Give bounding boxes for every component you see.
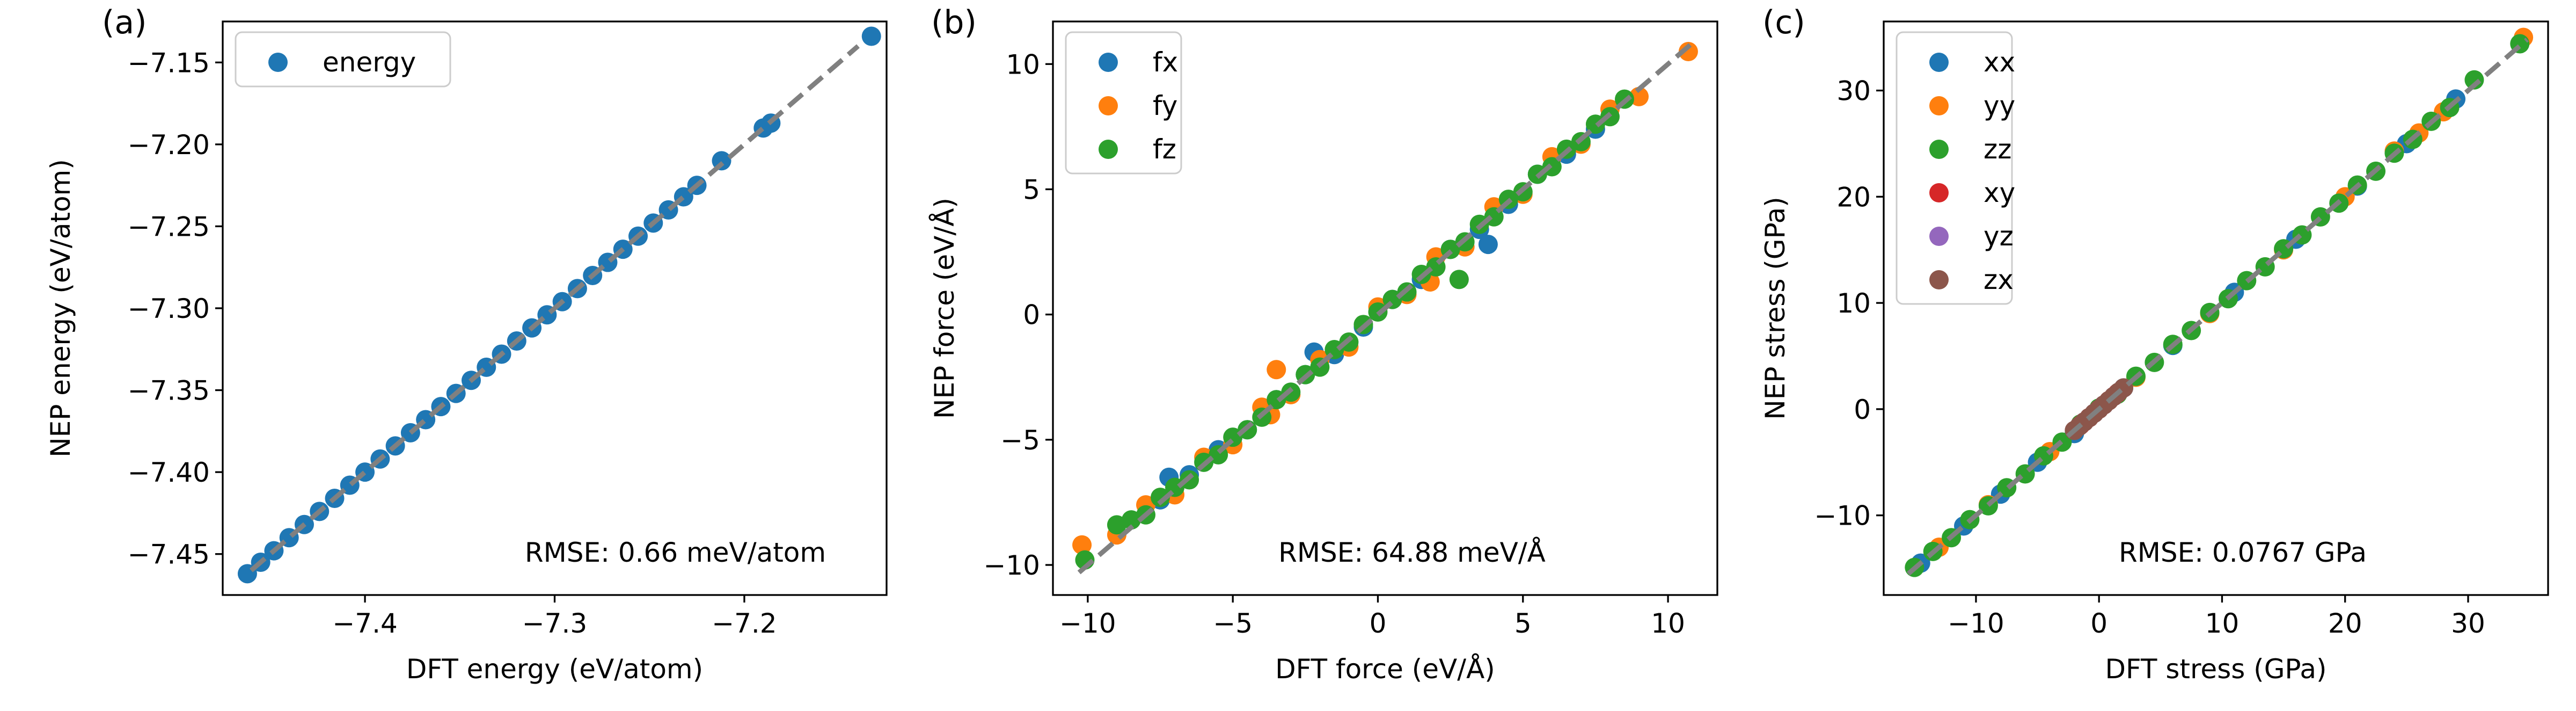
x-tick-label: 20 <box>2328 608 2362 639</box>
rmse-annotation: RMSE: 64.88 meV/Å <box>1278 537 1546 568</box>
panel-c: −10 0 10 20 30 −10 0 10 20 30 DFT stress (GPa) NEP … <box>1760 4 2549 685</box>
legend-label: fz <box>1153 134 1176 165</box>
legend-marker-fz <box>1099 140 1118 159</box>
y-tick-label: 10 <box>1836 288 1871 319</box>
legend: xx yy zz xy yz zx <box>1896 31 2015 305</box>
data-point-fz <box>1449 270 1469 289</box>
data-point-zz <box>2464 70 2484 90</box>
x-tick-label: 5 <box>1514 608 1532 639</box>
plot-area <box>237 26 881 584</box>
y-axis-label: NEP energy (eV/atom) <box>45 159 76 458</box>
panel-label: (b) <box>931 4 977 41</box>
plot-area <box>1072 41 1698 575</box>
x-axis-label: DFT stress (GPa) <box>2105 654 2327 685</box>
data-point-fz <box>1151 488 1170 507</box>
x-tick-label: −10 <box>1948 608 2004 639</box>
axes-frame <box>1052 20 1718 596</box>
x-tick-label: −7.2 <box>712 608 777 639</box>
rmse-annotation: RMSE: 0.66 meV/atom <box>525 537 826 568</box>
legend: energy <box>235 31 451 88</box>
x-tick-label: 10 <box>2205 608 2240 639</box>
data-point-fy <box>1678 41 1698 61</box>
x-tick-label: 30 <box>2451 608 2485 639</box>
y-tick-label: −7.40 <box>128 457 210 488</box>
legend-marker-xx <box>1929 53 1949 72</box>
y-axis-label: NEP force (eV/Å) <box>929 198 960 419</box>
x-tick-label: 0 <box>2090 608 2107 639</box>
data-point-fy <box>1072 535 1092 555</box>
y-tick-label: −7.35 <box>128 375 210 407</box>
y-tick-label: −7.15 <box>128 47 210 78</box>
legend-label: xx <box>1984 47 2015 78</box>
legend-frame <box>235 31 451 88</box>
legend-label: energy <box>323 47 416 78</box>
legend-label: fx <box>1153 47 1178 78</box>
data-point-fy <box>1629 86 1649 106</box>
legend-label: zz <box>1984 134 2012 165</box>
panel-a: −7.4 −7.3 −7.2 −7.45 −7.40 −7.35 −7.30 −7.25 −7.… <box>45 4 888 685</box>
axes-frame <box>1883 20 2549 596</box>
legend-marker-zz <box>1929 140 1949 159</box>
legend-marker-yz <box>1929 227 1949 246</box>
legend-label: zx <box>1984 264 2014 295</box>
x-tick-label: −5 <box>1213 608 1253 639</box>
data-point-fy <box>1267 360 1286 380</box>
reference-line-y-equals-x <box>1077 42 1693 575</box>
y-tick-label: −7.45 <box>128 539 210 570</box>
series-fz <box>1075 89 1635 570</box>
legend-label: yy <box>1984 90 2015 121</box>
reference-line-y-equals-x <box>250 44 860 572</box>
panel-b: −10 −5 0 5 10 −10 −5 0 5 10 DFT force (eV/Å) NEP fo… <box>929 4 1718 685</box>
x-tick-label: −7.4 <box>332 608 397 639</box>
data-point-fz <box>1107 515 1126 535</box>
legend-label: yz <box>1984 221 2014 252</box>
y-tick-label: −10 <box>983 550 1040 581</box>
y-tick-label: 0 <box>1023 300 1040 331</box>
legend-marker-xy <box>1929 183 1949 202</box>
y-tick-label: 10 <box>1006 49 1040 80</box>
legend-marker-energy <box>268 53 288 72</box>
legend-marker-fx <box>1099 53 1118 72</box>
x-tick-label: 0 <box>1370 608 1387 639</box>
y-tick-label: −5 <box>1000 425 1040 456</box>
panel-label: (a) <box>102 4 147 41</box>
legend-frame <box>1896 31 2013 305</box>
data-point-fx <box>1478 235 1498 255</box>
x-tick-label: 10 <box>1651 608 1685 639</box>
legend: fx fy fz <box>1065 31 1182 175</box>
legend-marker-fy <box>1099 96 1118 115</box>
x-axis-label: DFT energy (eV/atom) <box>406 654 703 685</box>
y-tick-label: −10 <box>1814 500 1871 532</box>
y-tick-label: 30 <box>1836 76 1871 107</box>
plot-area <box>1905 27 2534 577</box>
reference-line-y-equals-x <box>1906 38 2529 576</box>
y-tick-label: 5 <box>1023 174 1040 205</box>
panel-label: (c) <box>1762 4 1805 41</box>
legend-label: xy <box>1984 177 2015 208</box>
x-tick-label: −10 <box>1059 608 1116 639</box>
data-point-fz <box>1121 510 1141 530</box>
y-axis-label: NEP stress (GPa) <box>1760 197 1791 419</box>
y-tick-label: −7.30 <box>128 293 210 324</box>
rmse-annotation: RMSE: 0.0767 GPa <box>2119 537 2367 568</box>
y-tick-label: 0 <box>1854 394 1871 425</box>
y-tick-label: −7.25 <box>128 211 210 242</box>
legend-frame <box>1065 31 1182 175</box>
y-tick-label: 20 <box>1836 182 1871 213</box>
legend-marker-yy <box>1929 96 1949 115</box>
data-point-energy <box>861 26 881 46</box>
x-tick-label: −7.3 <box>522 608 587 639</box>
legend-label: fy <box>1153 90 1177 121</box>
y-tick-label: −7.20 <box>128 129 210 161</box>
x-axis-label: DFT force (eV/Å) <box>1275 654 1495 685</box>
legend-marker-zx <box>1929 270 1949 289</box>
